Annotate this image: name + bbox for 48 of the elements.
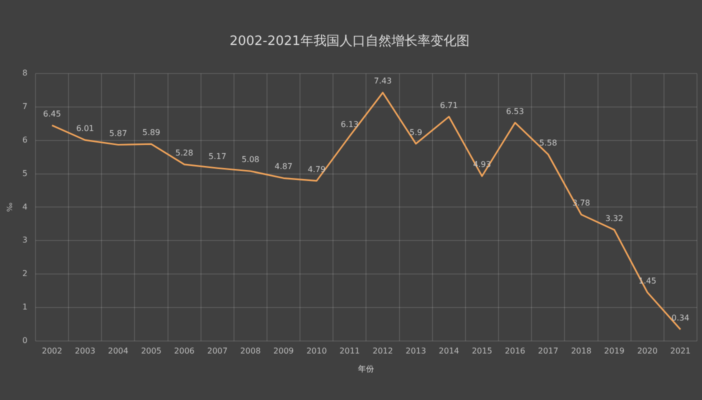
y-tick-label: 5 — [22, 168, 28, 178]
data-label: 5.17 — [208, 152, 226, 162]
x-tick-label: 2016 — [504, 346, 526, 356]
data-label: 4.79 — [308, 164, 326, 174]
data-label: 5.9 — [409, 128, 422, 137]
x-tick-label: 2009 — [273, 346, 294, 356]
y-tick-label: 4 — [22, 202, 28, 212]
y-tick-label: 2 — [22, 269, 28, 278]
data-label: 6.45 — [43, 109, 61, 118]
chart-title: 2002-2021年我国人口自然增长率变化图 — [230, 33, 470, 50]
data-label: 5.28 — [175, 148, 194, 158]
x-tick-label: 2018 — [571, 346, 592, 356]
x-tick-label: 2011 — [340, 346, 360, 356]
data-label: 7.43 — [374, 76, 392, 86]
x-tick-label: 2005 — [141, 346, 162, 356]
y-tick-label: 7 — [22, 102, 28, 112]
x-tick-label: 2021 — [670, 346, 691, 356]
data-label: 4.87 — [274, 162, 292, 172]
x-tick-label: 2015 — [472, 346, 492, 356]
data-label: 5.08 — [242, 155, 260, 164]
y-tick-label: 1 — [22, 302, 28, 312]
data-label: 5.89 — [142, 128, 160, 138]
data-label: 3.32 — [605, 214, 624, 223]
x-tick-label: 2012 — [372, 346, 393, 356]
y-tick-label: 6 — [22, 135, 28, 144]
x-tick-label: 2003 — [74, 346, 96, 356]
x-tick-label: 2008 — [240, 346, 261, 356]
x-tick-label: 2004 — [108, 346, 128, 356]
data-label: 6.71 — [440, 100, 458, 110]
x-tick-label: 2010 — [306, 346, 327, 356]
data-label: 5.87 — [109, 128, 128, 138]
x-tick-label: 2019 — [604, 346, 624, 356]
data-label: 5.58 — [539, 138, 558, 148]
data-label: 0.34 — [672, 314, 690, 323]
x-tick-label: 2017 — [538, 346, 558, 356]
x-tick-label: 2002 — [42, 346, 62, 356]
x-tick-label: 2013 — [406, 346, 426, 356]
y-tick-label: 8 — [22, 68, 28, 78]
x-tick-label: 2020 — [637, 346, 658, 356]
x-tick-label: 2014 — [438, 346, 460, 356]
y-tick-label: 3 — [22, 236, 28, 245]
x-tick-label: 2006 — [174, 346, 195, 356]
data-label: 6.01 — [76, 124, 94, 134]
x-axis-title: 年份 — [358, 364, 374, 374]
data-label: 6.53 — [506, 106, 524, 116]
x-tick-label: 2007 — [207, 346, 228, 356]
data-label: 6.13 — [340, 120, 359, 130]
y-tick-label: 0 — [22, 336, 28, 345]
